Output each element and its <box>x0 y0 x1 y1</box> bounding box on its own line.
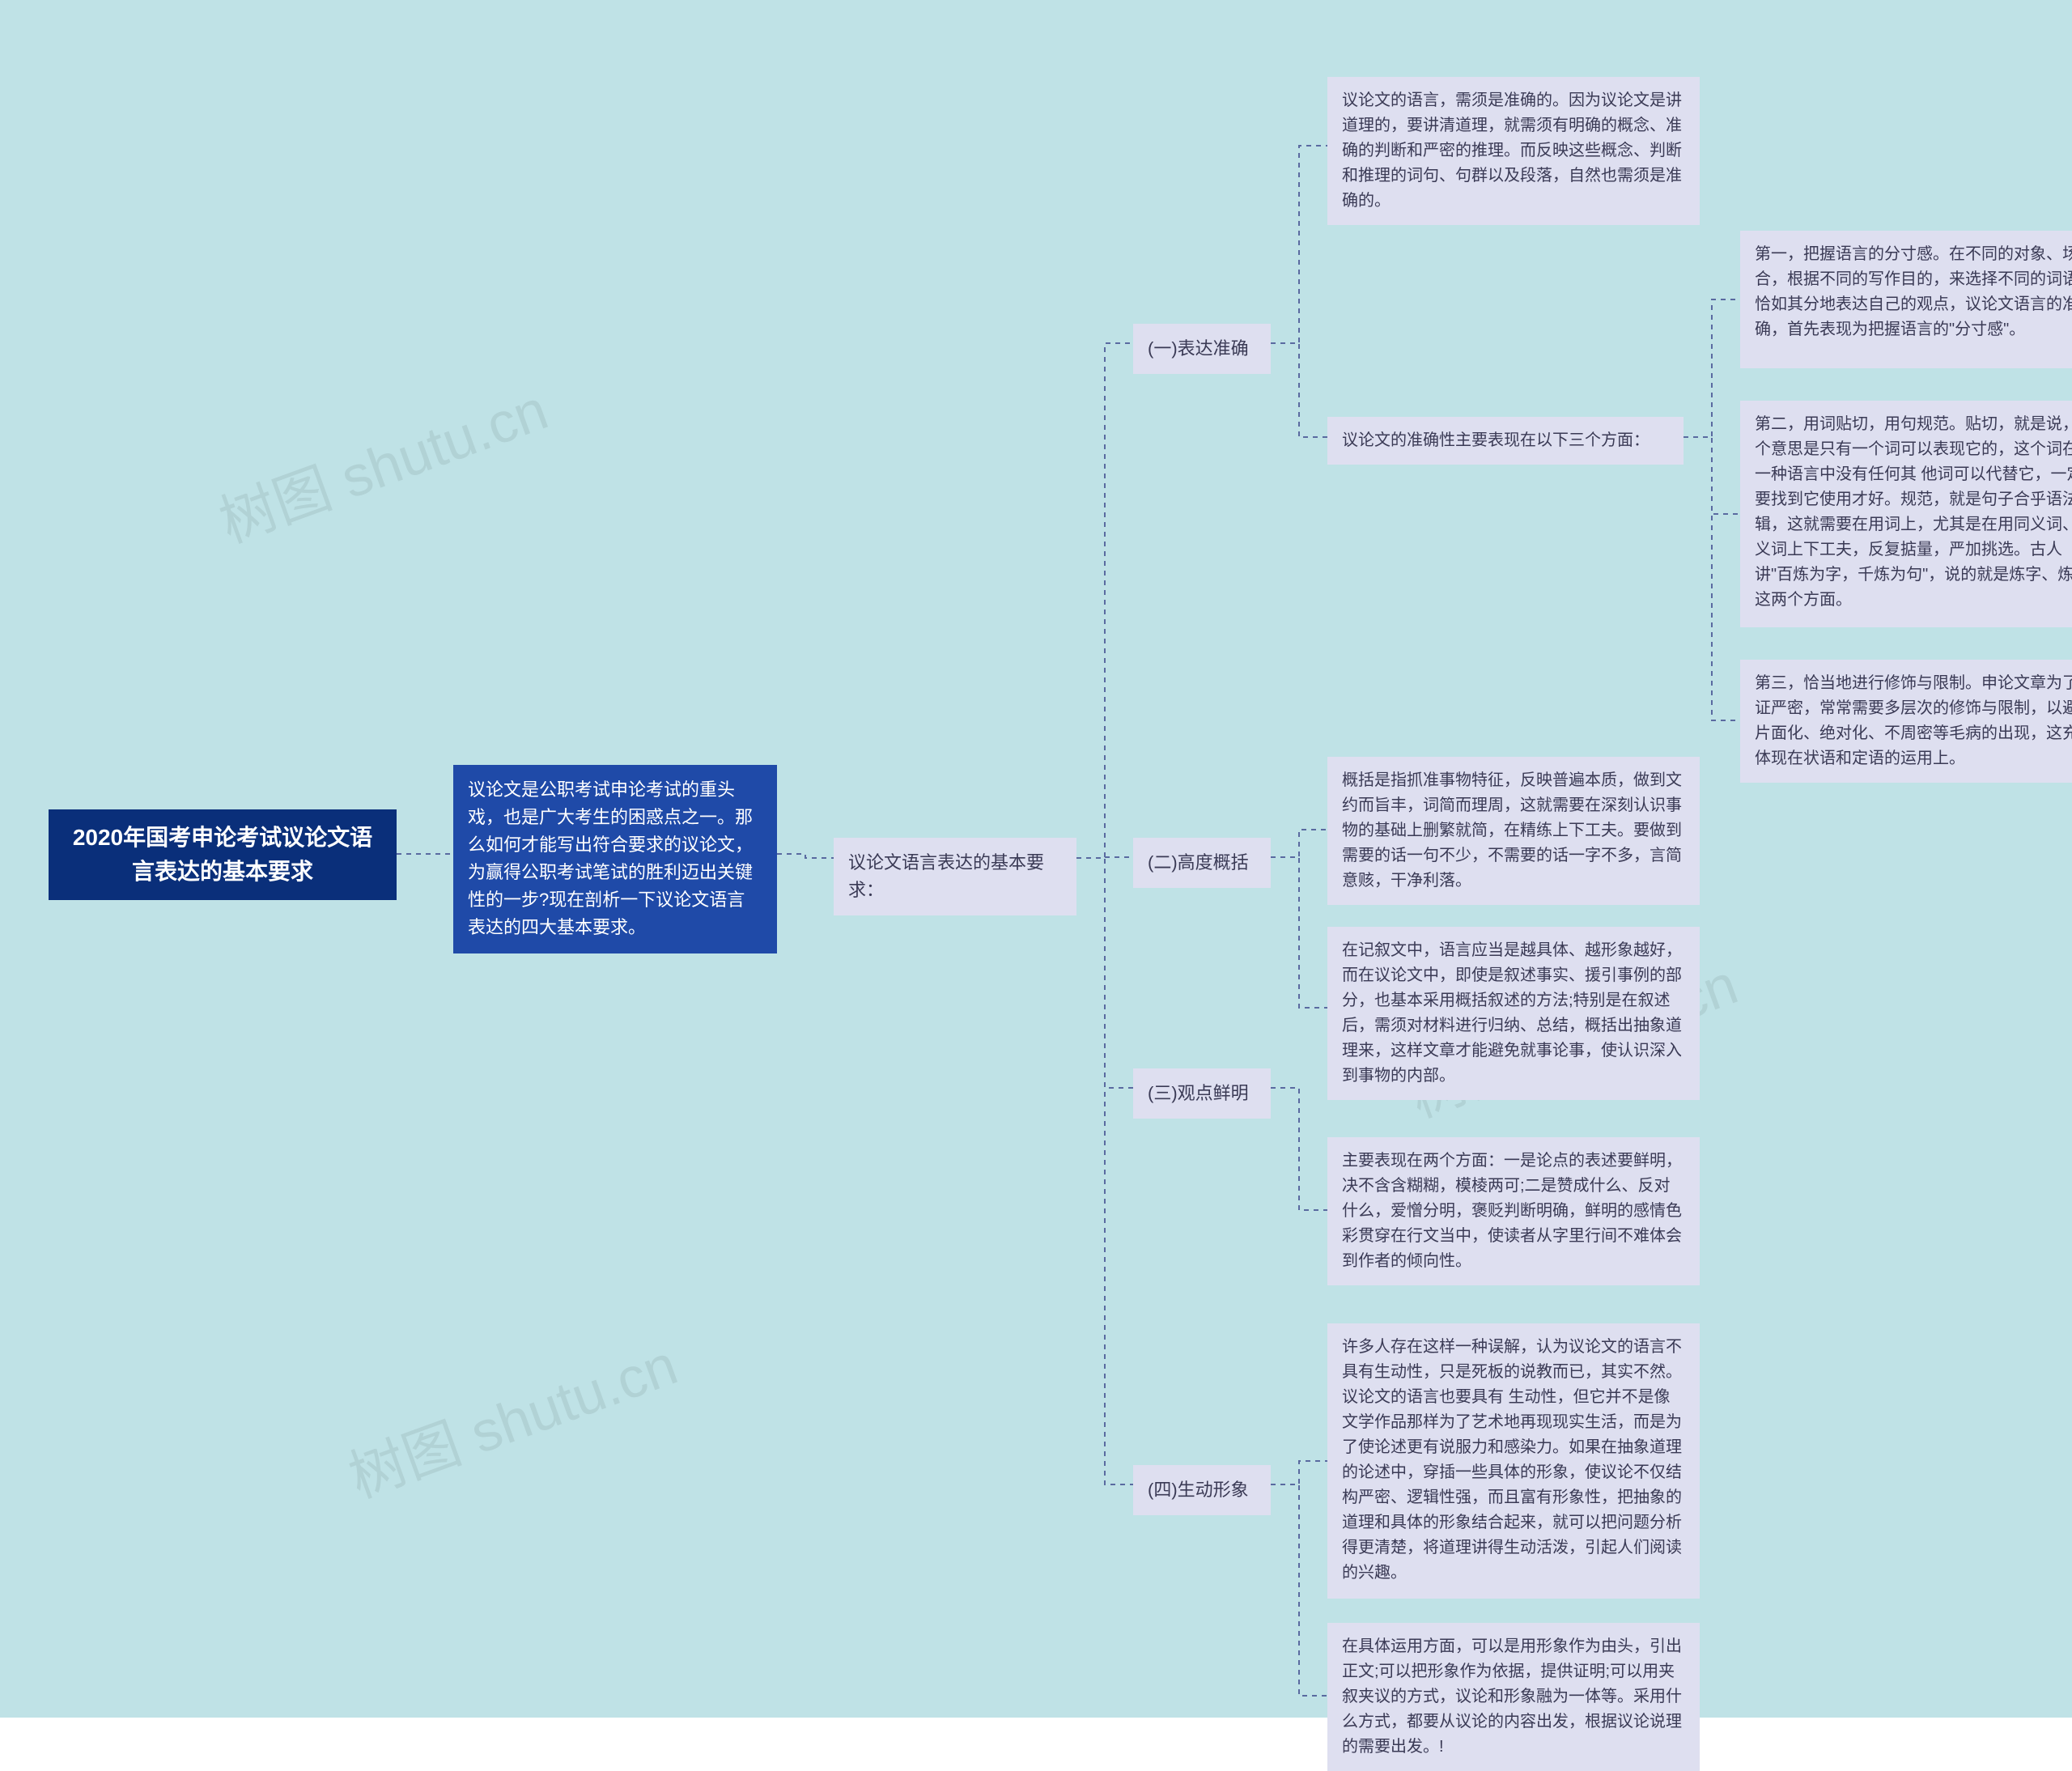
section-3-node[interactable]: (三)观点鲜明 <box>1133 1068 1271 1119</box>
root-node[interactable]: 2020年国考申论考试议论文语言表达的基本要求 <box>49 809 397 900</box>
section-1a-leaf[interactable]: 议论文的语言，需须是准确的。因为议论文是讲道理的，要讲清道理，就需须有明确的概念… <box>1327 77 1700 225</box>
section-2a-leaf[interactable]: 概括是指抓准事物特征，反映普遍本质，做到文约而旨丰，词简而理周，这就需要在深刻认… <box>1327 757 1700 905</box>
connector <box>1076 858 1133 1088</box>
connector <box>777 854 834 858</box>
intro-node[interactable]: 议论文是公职考试申论考试的重头戏，也是广大考生的困惑点之一。那么如何才能写出符合… <box>453 765 777 953</box>
connector <box>1684 437 1740 720</box>
connector <box>1076 343 1133 858</box>
section-1-node[interactable]: (一)表达准确 <box>1133 324 1271 374</box>
connector <box>1684 299 1740 437</box>
connector <box>1271 1484 1327 1696</box>
section-3a-leaf[interactable]: 主要表现在两个方面：一是论点的表述要鲜明，决不含含糊糊，模棱两可;二是赞成什么、… <box>1327 1137 1700 1285</box>
watermark: 树图 shutu.cn <box>207 365 558 559</box>
section-2b-leaf[interactable]: 在记叙文中，语言应当是越具体、越形象越好，而在议论文中，即使是叙述事实、援引事例… <box>1327 927 1700 1100</box>
section-4b-leaf[interactable]: 在具体运用方面，可以是用形象作为由头，引出正文;可以把形象作为依据，提供证明;可… <box>1327 1623 1700 1771</box>
section-1b1-leaf[interactable]: 第一，把握语言的分寸感。在不同的对象、场合，根据不同的写作目的，来选择不同的词语… <box>1740 231 2072 368</box>
section-4-node[interactable]: (四)生动形象 <box>1133 1465 1271 1515</box>
section-1b3-leaf[interactable]: 第三，恰当地进行修饰与限制。申论文章为了论证严密，常常需要多层次的修饰与限制，以… <box>1740 660 2072 783</box>
connector <box>1271 1461 1327 1484</box>
basic-requirements-node[interactable]: 议论文语言表达的基本要求： <box>834 838 1076 915</box>
watermark: 树图 shutu.cn <box>337 1320 687 1514</box>
connector <box>1684 437 1740 514</box>
mindmap-canvas: 树图 shutu.cn 树图 shutu.cn 树图 shutu.cn 2020… <box>0 0 2072 1718</box>
connector <box>1076 857 1133 858</box>
connector <box>1271 1088 1327 1210</box>
section-4a-leaf[interactable]: 许多人存在这样一种误解，认为议论文的语言不具有生动性，只是死板的说教而已，其实不… <box>1327 1323 1700 1599</box>
section-1b2-leaf[interactable]: 第二，用词贴切，用句规范。贴切，就是说，一个意思是只有一个词可以表现它的，这个词… <box>1740 401 2072 627</box>
connector <box>1271 830 1327 857</box>
connector <box>1271 343 1327 437</box>
connector <box>1271 857 1327 1008</box>
section-2-node[interactable]: (二)高度概括 <box>1133 838 1271 888</box>
connector <box>1076 858 1133 1484</box>
connector <box>1271 146 1327 343</box>
section-1b-node[interactable]: 议论文的准确性主要表现在以下三个方面： <box>1327 417 1684 465</box>
